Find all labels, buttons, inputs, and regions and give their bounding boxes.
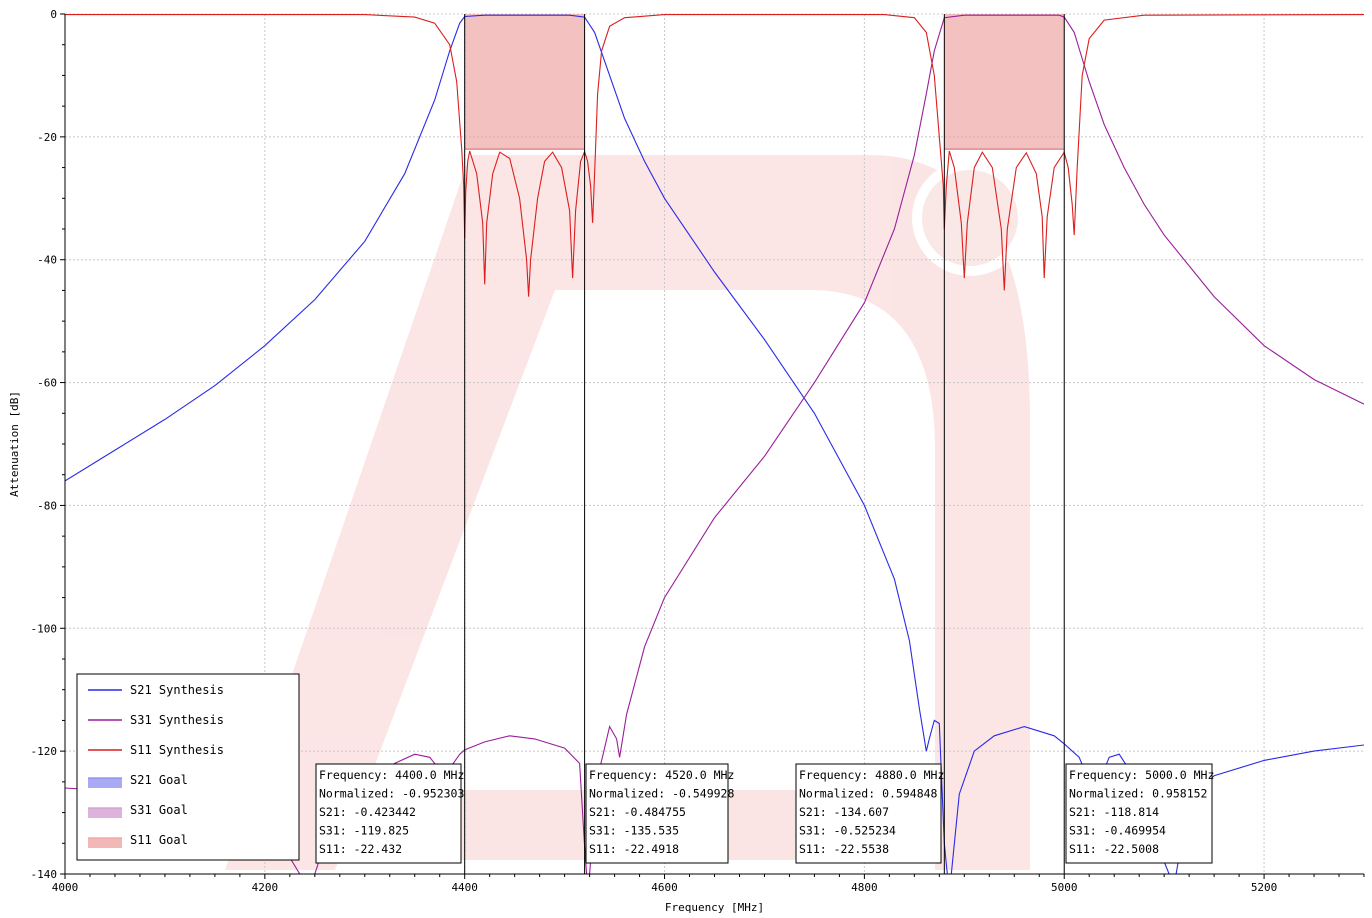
annotation-line: Normalized: 0.594848: [799, 787, 938, 801]
annotation-box-frame: [315, 763, 462, 864]
annotation-boxes: Frequency: 4400.0 MHz Normalized: -0.9523…: [315, 763, 1214, 864]
watermark-logo: [225, 155, 1030, 870]
y-tick-label: 0: [50, 8, 57, 21]
x-tick-label: 4800: [851, 881, 878, 894]
annotation-line: S21: -134.607: [799, 805, 889, 819]
series-line-s31-synthesis: [589, 14, 1364, 874]
annotation-line: S21: -118.814: [1069, 805, 1159, 819]
x-tick-label: 4400: [451, 881, 478, 894]
x-tick-label: 4600: [651, 881, 678, 894]
legend-frame: [76, 673, 300, 861]
y-tick-label: -80: [37, 499, 57, 512]
legend-label: S31 Synthesis: [130, 713, 224, 727]
annotation-line: Normalized: -0.952303: [319, 787, 464, 801]
y-axis-title: Attenuation [dB]: [8, 391, 21, 497]
legend-label: S11 Synthesis: [130, 743, 224, 757]
legend-swatch-band: [88, 778, 122, 788]
annotation-line: S11: -22.5538: [799, 842, 889, 856]
x-tick-label: 4200: [252, 881, 279, 894]
annotation-box-frame: [585, 763, 729, 864]
y-tick-label: -20: [37, 131, 57, 144]
annotation-line: S31: -0.525234: [799, 824, 896, 838]
goal-regions: [464, 14, 1065, 150]
goal-region: [944, 14, 1065, 150]
legend-item: S11 Goal: [88, 833, 188, 848]
x-axis-title: Frequency [MHz]: [665, 901, 764, 914]
series-line-s21-synthesis: [65, 14, 948, 874]
annotation-line: Frequency: 4400.0 MHz: [319, 768, 464, 782]
annotation-line: S31: -0.469954: [1069, 824, 1166, 838]
legend-item: S21 Goal: [88, 773, 188, 788]
annotation-line: S31: -135.535: [589, 824, 679, 838]
series-line-s11-synthesis: [65, 14, 1364, 297]
annotation-line: Frequency: 4520.0 MHz: [589, 768, 734, 782]
annotation-box: Frequency: 4400.0 MHz Normalized: -0.9523…: [315, 763, 464, 864]
annotation-box: Frequency: 5000.0 MHz Normalized: 0.95815…: [1065, 763, 1214, 864]
y-tick-label: -40: [37, 254, 57, 267]
y-tick-label: -60: [37, 377, 57, 390]
y-tick-label: -120: [31, 745, 58, 758]
legend-swatch-band: [88, 808, 122, 818]
annotation-line: S11: -22.4918: [589, 842, 679, 856]
y-tick-label: -140: [31, 868, 58, 881]
y-tick-label: -100: [31, 622, 58, 635]
annotation-line: Normalized: 0.958152: [1069, 787, 1207, 801]
x-tick-label: 5200: [1251, 881, 1278, 894]
legend-item: S31 Goal: [88, 803, 188, 818]
annotation-line: S21: -0.484755: [589, 805, 686, 819]
x-tick-label: 5000: [1051, 881, 1078, 894]
legend-item: S11 Synthesis: [88, 743, 224, 757]
legend-item: S21 Synthesis: [88, 683, 224, 697]
x-tick-label: 4000: [52, 881, 79, 894]
legend-item: S31 Synthesis: [88, 713, 224, 727]
annotation-line: Frequency: 5000.0 MHz: [1069, 768, 1214, 782]
legend-swatch-band: [88, 838, 122, 848]
legend-label: S21 Goal: [130, 773, 188, 787]
annotation-line: S11: -22.5008: [1069, 842, 1159, 856]
legend-label: S11 Goal: [130, 833, 188, 847]
legend-label: S21 Synthesis: [130, 683, 224, 697]
annotation-line: S21: -0.423442: [319, 805, 416, 819]
annotation-box: Frequency: 4520.0 MHz Normalized: -0.5499…: [585, 763, 734, 864]
annotation-box: Frequency: 4880.0 MHz Normalized: 0.59484…: [795, 763, 944, 864]
legend-label: S31 Goal: [130, 803, 188, 817]
annotation-line: Normalized: -0.549928: [589, 787, 734, 801]
legend: S21 Synthesis S31 Synthesis S11 Synthesis S…: [76, 673, 300, 861]
annotation-box-frame: [795, 763, 942, 864]
annotation-line: S11: -22.432: [319, 842, 402, 856]
marker-lines: [464, 14, 1065, 874]
goal-region: [464, 14, 585, 150]
annotation-box-frame: [1065, 763, 1213, 864]
annotation-line: S31: -119.825: [319, 824, 409, 838]
annotation-line: Frequency: 4880.0 MHz: [799, 768, 944, 782]
